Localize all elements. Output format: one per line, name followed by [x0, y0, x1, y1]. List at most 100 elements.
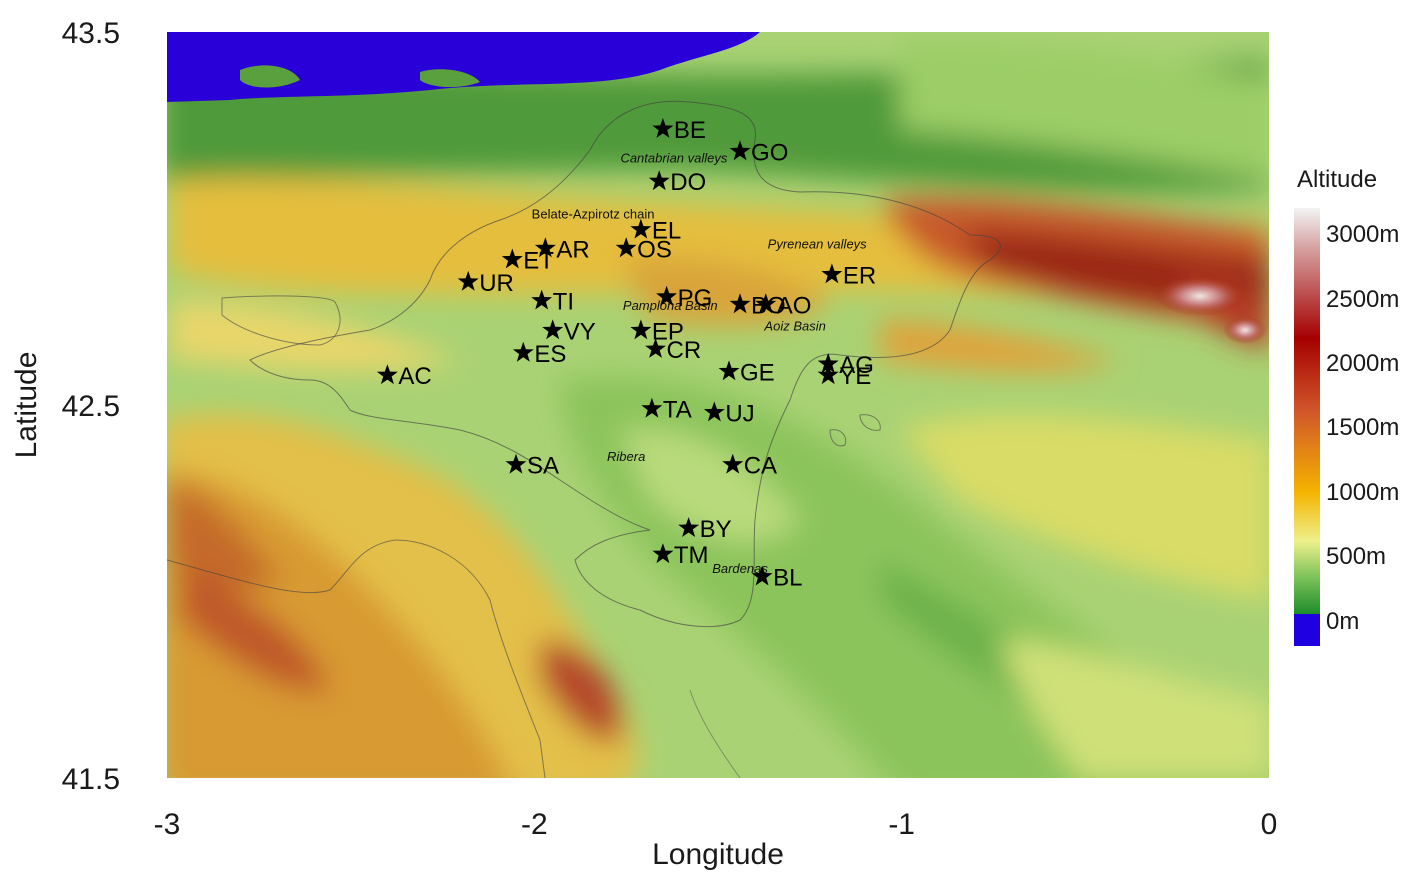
station-label: YE	[839, 363, 871, 390]
station-label: CA	[744, 453, 777, 480]
station-label: ET	[523, 248, 554, 275]
station-label: UJ	[725, 400, 754, 427]
station-vy: VY	[542, 318, 596, 345]
station-ag: AG	[817, 352, 874, 379]
star-icon	[457, 270, 479, 291]
station-label: ES	[534, 341, 566, 368]
station-label: TA	[663, 397, 692, 424]
altitude-legend: Altitude 3000m 2500m 2000m 1500m 1000m 500m 0m	[1294, 166, 1399, 646]
star-icon	[817, 353, 839, 373]
y-axis-label: Latitude	[10, 352, 43, 459]
x-tick-label: -1	[888, 808, 915, 841]
station-es: ES	[512, 341, 566, 368]
star-icon	[641, 397, 663, 418]
station-label: GO	[751, 139, 788, 166]
station-by: BY	[678, 516, 732, 543]
star-icon	[678, 517, 700, 537]
star-icon	[376, 364, 398, 385]
station-uj: UJ	[703, 400, 755, 427]
star-icon	[751, 565, 773, 586]
station-ao: AO	[755, 292, 811, 319]
y-tick-label: 43.5	[62, 17, 120, 50]
y-tick-label: 41.5	[62, 763, 120, 796]
station-do: DO	[648, 169, 706, 196]
station-ta: TA	[641, 397, 692, 424]
station-ge: GE	[718, 359, 775, 386]
star-icon	[652, 118, 674, 138]
x-axis-label: Longitude	[652, 838, 784, 871]
star-icon	[534, 237, 556, 258]
star-icon	[718, 360, 740, 381]
station-er: ER	[821, 262, 876, 289]
station-et: ET	[501, 248, 554, 275]
station-label: TM	[674, 542, 709, 569]
star-icon	[755, 293, 777, 314]
legend-title: Altitude	[1297, 166, 1377, 193]
y-tick-label: 42.5	[62, 390, 120, 423]
station-label: AG	[839, 352, 874, 379]
station-label: ER	[843, 262, 876, 289]
legend-label: 1000m	[1326, 479, 1399, 506]
star-icon	[512, 341, 534, 362]
legend-sea-swatch	[1294, 614, 1320, 646]
region-label: Ribera	[607, 449, 645, 464]
station-ar: AR	[534, 236, 590, 263]
station-label: BY	[700, 516, 732, 543]
station-label: DO	[670, 169, 706, 196]
legend-labels: 3000m 2500m 2000m 1500m 1000m 500m 0m	[1326, 221, 1399, 635]
station-ca: CA	[722, 453, 777, 480]
station-label: OS	[637, 236, 672, 263]
star-icon	[630, 218, 652, 239]
legend-label: 3000m	[1326, 221, 1399, 248]
station-label: SA	[527, 453, 559, 480]
star-icon	[722, 453, 744, 474]
station-label: CR	[667, 337, 702, 364]
station-ur: UR	[457, 270, 514, 297]
station-tm: TM	[652, 542, 709, 569]
star-icon	[821, 263, 843, 284]
x-tick-label: -2	[521, 808, 548, 841]
legend-label: 0m	[1326, 608, 1359, 635]
station-os: OS	[615, 236, 672, 263]
altitude-terrain	[167, 32, 1269, 778]
star-icon	[817, 364, 839, 385]
station-go: GO	[729, 139, 788, 166]
star-icon	[542, 319, 564, 340]
station-bl: BL	[751, 565, 802, 592]
star-icon	[615, 237, 637, 258]
station-be: BE	[652, 117, 706, 144]
star-icon	[505, 453, 527, 474]
region-label: Cantabrian valleys	[620, 151, 727, 166]
station-label: PG	[678, 285, 713, 312]
legend-label: 1500m	[1326, 414, 1399, 441]
station-sa: SA	[505, 453, 559, 480]
y-axis-ticks: 41.5 42.5 43.5	[62, 17, 120, 796]
station-cr: CR	[645, 337, 701, 364]
region-label: Pyrenean valleys	[768, 236, 867, 251]
star-icon	[652, 543, 674, 564]
star-icon	[648, 170, 670, 191]
station-label: BE	[674, 117, 706, 144]
x-tick-label: 0	[1261, 808, 1278, 841]
station-ep: EP	[630, 318, 684, 345]
station-label: VY	[564, 318, 596, 345]
x-tick-label: -3	[154, 808, 181, 841]
region-labels: Cantabrian valleys Belate-Azpirotz chain P…	[532, 151, 867, 576]
region-label: Pamplona Basin	[623, 298, 718, 313]
star-icon	[645, 338, 666, 358]
station-label: AR	[556, 236, 589, 263]
star-icon	[630, 319, 652, 340]
station-ac: AC	[376, 363, 432, 390]
station-label: TI	[553, 289, 574, 316]
legend-label: 2500m	[1326, 286, 1399, 313]
star-icon	[729, 140, 751, 161]
station-label: UR	[479, 270, 514, 297]
station-label: GE	[740, 359, 775, 386]
legend-colorbar	[1294, 208, 1320, 614]
star-icon	[656, 285, 677, 306]
station-el: EL	[630, 218, 681, 245]
station-ti: TI	[531, 289, 574, 316]
region-label: Belate-Azpirotz chain	[532, 207, 655, 222]
region-label: Bardenas	[712, 561, 768, 576]
